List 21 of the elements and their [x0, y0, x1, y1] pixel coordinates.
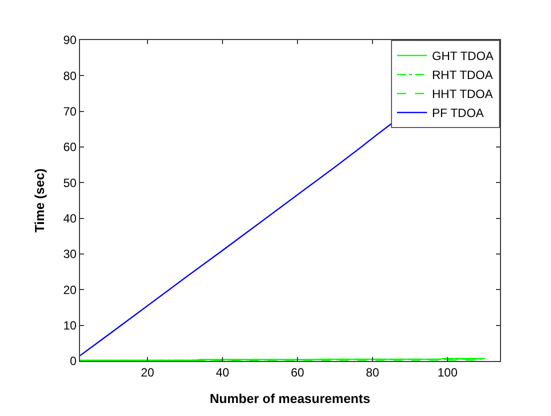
- x-tick-label: 60: [290, 365, 304, 380]
- x-tick-label: 40: [216, 365, 230, 380]
- legend-label: HHT TDOA: [432, 87, 493, 102]
- y-tick-label: 60: [63, 140, 77, 154]
- legend-label: RHT TDOA: [432, 68, 493, 82]
- y-tick-label: 20: [63, 282, 77, 297]
- y-tick-label: 70: [63, 104, 77, 119]
- y-tick-label: 40: [63, 212, 77, 226]
- legend-label: GHT TDOA: [432, 49, 494, 64]
- y-tick-label: 30: [63, 247, 77, 262]
- y-tick-label: 10: [63, 318, 77, 333]
- y-axis-title: Time (sec): [32, 168, 48, 233]
- y-tick-label: 90: [63, 33, 77, 48]
- y-tick-label: 50: [63, 176, 77, 190]
- x-tick-label: 100: [437, 365, 458, 380]
- x-tick-label: 80: [366, 365, 380, 380]
- y-tick-label: 0: [70, 354, 77, 368]
- x-tick-label: 20: [140, 365, 154, 380]
- y-tick-label: 80: [63, 68, 77, 83]
- legend-label: PF TDOA: [432, 106, 484, 120]
- x-axis-title: Number of measurements: [210, 391, 370, 406]
